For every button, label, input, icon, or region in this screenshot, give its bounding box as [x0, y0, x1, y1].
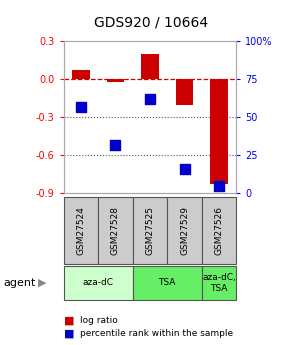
Text: percentile rank within the sample: percentile rank within the sample: [80, 329, 233, 338]
Text: GSM27526: GSM27526: [215, 206, 224, 255]
Text: agent: agent: [3, 278, 35, 288]
Bar: [202, 197, 236, 264]
Text: ■: ■: [64, 329, 74, 338]
Point: [217, 183, 221, 188]
Text: GSM27529: GSM27529: [180, 206, 189, 255]
Text: TSA: TSA: [158, 278, 176, 287]
Bar: [141, 54, 159, 79]
Point: [182, 166, 187, 172]
Point: [113, 142, 118, 147]
Bar: [167, 197, 202, 264]
Bar: [133, 197, 167, 264]
Bar: [210, 79, 228, 184]
Text: GSM27524: GSM27524: [76, 206, 85, 255]
Bar: [72, 70, 90, 79]
Text: ▶: ▶: [38, 278, 47, 288]
Bar: [202, 266, 236, 300]
Text: GSM27525: GSM27525: [145, 206, 155, 255]
Bar: [133, 266, 202, 300]
Text: ■: ■: [64, 315, 74, 325]
Text: aza-dC: aza-dC: [83, 278, 114, 287]
Bar: [176, 79, 193, 105]
Text: GDS920 / 10664: GDS920 / 10664: [95, 16, 208, 30]
Bar: [98, 197, 133, 264]
Text: aza-dC,
TSA: aza-dC, TSA: [202, 273, 236, 293]
Text: GSM27528: GSM27528: [111, 206, 120, 255]
Bar: [64, 197, 98, 264]
Point: [78, 104, 83, 109]
Bar: [107, 79, 124, 82]
Bar: [64, 266, 133, 300]
Point: [148, 96, 152, 102]
Text: log ratio: log ratio: [80, 316, 118, 325]
